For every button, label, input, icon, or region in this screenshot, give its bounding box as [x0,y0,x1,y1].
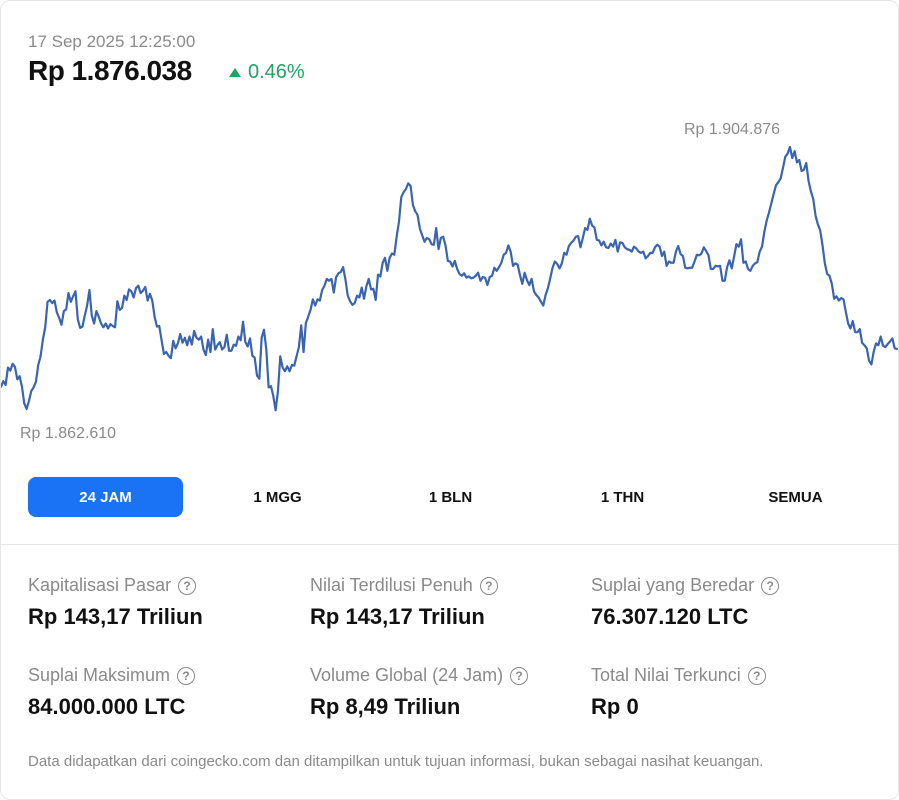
help-icon[interactable]: ? [510,666,529,685]
stat-global-volume: Volume Global (24 Jam)? Rp 8,49 Triliun [310,665,580,720]
high-price-label: Rp 1.904.876 [684,121,780,138]
help-icon[interactable]: ? [178,576,197,595]
tab-1-thn[interactable]: 1 THN [600,488,645,506]
up-arrow-icon [229,68,241,77]
help-icon[interactable]: ? [479,576,498,595]
stat-value: Rp 0 [591,694,639,719]
current-price: Rp 1.876.038 [28,55,192,86]
section-divider [1,544,898,545]
tab-semua[interactable]: SEMUA [768,488,823,506]
stat-market-cap: Kapitalisasi Pasar? Rp 143,17 Triliun [28,575,298,630]
price-change: 0.46% [229,61,305,84]
stat-value: Rp 143,17 Triliun [28,604,203,629]
price-change-value: 0.46% [248,61,305,83]
help-icon[interactable]: ? [747,666,766,685]
stat-label: Total Nilai Terkunci [591,665,741,685]
timeframe-tabs: 24 JAM 1 MGG 1 BLN 1 THN SEMUA [28,477,874,517]
stat-max-supply: Suplai Maksimum? 84.000.000 LTC [28,665,298,720]
stat-label: Suplai yang Beredar [591,575,755,595]
stat-label: Volume Global (24 Jam) [310,665,504,685]
tab-1-bln[interactable]: 1 BLN [428,488,473,506]
help-icon[interactable]: ? [761,576,780,595]
low-price-label: Rp 1.862.610 [20,425,116,442]
tab-1-mgg[interactable]: 1 MGG [253,488,302,506]
stat-value: Rp 8,49 Triliun [310,694,461,719]
stat-fdv: Nilai Terdilusi Penuh? Rp 143,17 Triliun [310,575,580,630]
disclaimer-note: Data didapatkan dari coingecko.com dan d… [28,753,764,770]
stat-circulating-supply: Suplai yang Beredar? 76.307.120 LTC [591,575,861,630]
stat-label: Nilai Terdilusi Penuh [310,575,473,595]
tab-24-jam[interactable]: 24 JAM [28,477,183,517]
price-chart[interactable]: Rp 1.904.876 Rp 1.862.610 [1,111,898,451]
stat-total-value-locked: Total Nilai Terkunci? Rp 0 [591,665,861,720]
stat-label: Kapitalisasi Pasar [28,575,172,595]
stat-value: Rp 143,17 Triliun [310,604,485,629]
stat-value: 76.307.120 LTC [591,604,749,629]
stat-label: Suplai Maksimum [28,665,171,685]
help-icon[interactable]: ? [177,666,196,685]
price-series-line [1,145,898,412]
timestamp: 17 Sep 2025 12:25:00 [28,32,196,51]
stat-value: 84.000.000 LTC [28,694,186,719]
